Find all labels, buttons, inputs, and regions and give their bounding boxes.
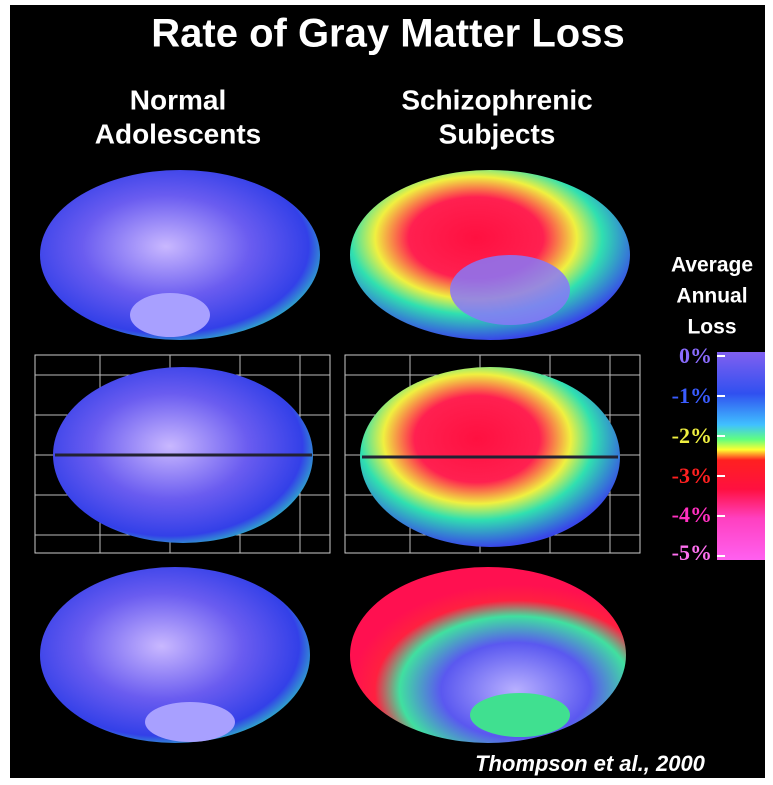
brain-lobe — [130, 293, 210, 337]
title: Rate of Gray Matter Loss — [151, 12, 624, 56]
legend-title: Loss — [687, 316, 736, 339]
brain-lateral-normal — [40, 567, 310, 743]
brain-lateral-schizo — [350, 567, 626, 743]
legend-label: -5% — [672, 540, 712, 565]
legend-label: 0% — [679, 343, 712, 368]
brain-lobe — [470, 693, 570, 737]
column-header: Subjects — [439, 118, 556, 149]
column-header: Adolescents — [95, 118, 262, 149]
legend-label: -1% — [672, 383, 712, 408]
legend-label: -4% — [672, 502, 712, 527]
legend-title: Annual — [676, 285, 747, 308]
legend-label: -2% — [672, 423, 712, 448]
brain-lobe — [450, 255, 570, 325]
legend-title: Average — [671, 254, 753, 277]
color-bar-ticks — [717, 355, 725, 557]
column-header: Schizophrenic — [401, 84, 592, 115]
legend-label: -3% — [672, 463, 712, 488]
brain-lateral-normal — [40, 170, 320, 340]
brain-lobe — [145, 702, 235, 742]
column-header: Normal — [130, 84, 226, 115]
color-bar — [717, 352, 765, 560]
citation: Thompson et al., 2000 — [475, 751, 706, 776]
